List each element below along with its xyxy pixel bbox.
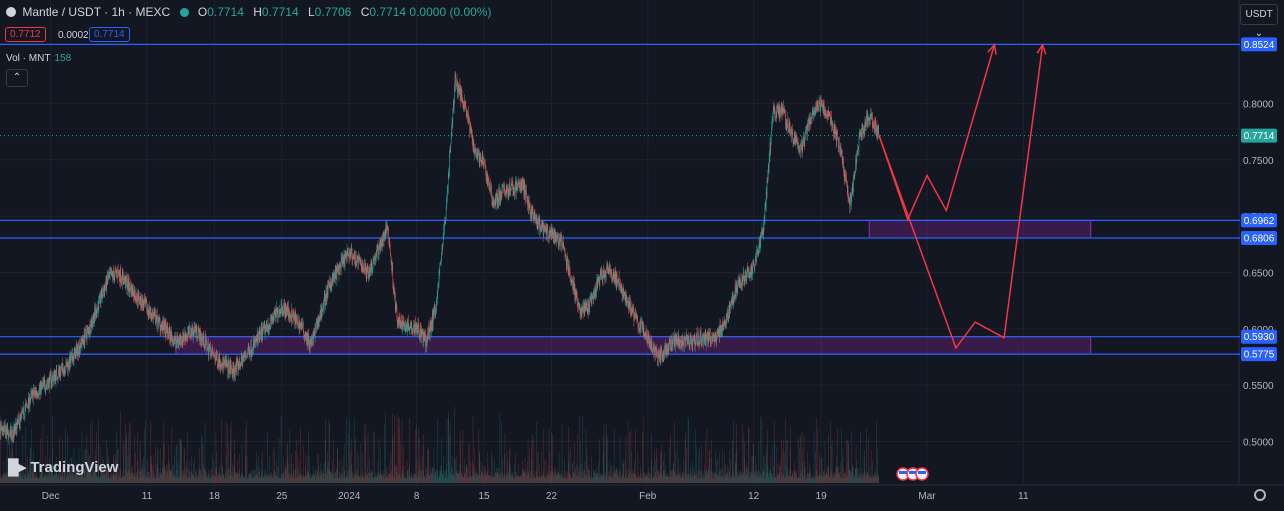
volume-bars — [0, 406, 879, 483]
horizontal-levels — [0, 43, 1240, 355]
demand-zone — [868, 219, 1092, 239]
grid — [0, 0, 1284, 486]
candlesticks — [0, 71, 879, 445]
